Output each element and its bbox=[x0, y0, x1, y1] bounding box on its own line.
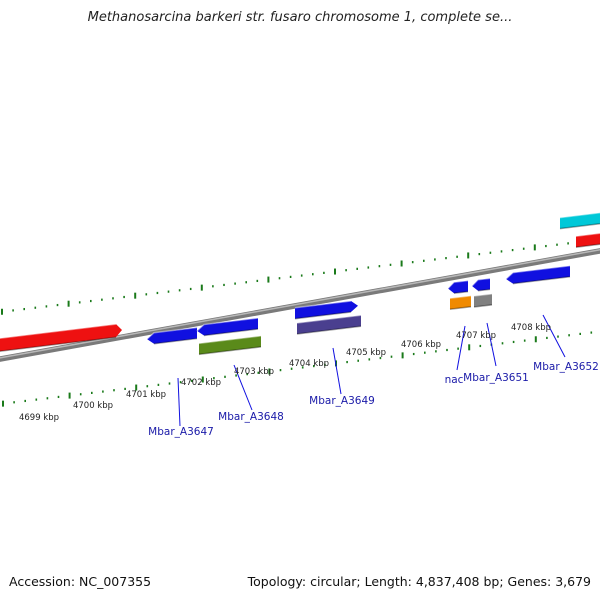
misc-feature-A3648[interactable] bbox=[198, 335, 262, 356]
repeat-feature-A3649[interactable] bbox=[296, 314, 362, 335]
accession-text: Accession: NC_007355 bbox=[9, 574, 152, 589]
kbp-label: 4707 kbp bbox=[456, 331, 496, 341]
gene-label-Mbar_A3651[interactable]: Mbar_A3651 bbox=[463, 322, 529, 384]
kbp-labels: 4699 kbp 4700 kbp 4701 kbp 4702 kbp 4703 kbp… bbox=[19, 323, 551, 423]
topology-summary: Topology: circular; Length: 4,837,408 bp… bbox=[247, 574, 591, 589]
gene-label-Mbar_A3647[interactable]: Mbar_A3647 bbox=[148, 377, 214, 438]
gene-Mbar_A3652[interactable] bbox=[505, 265, 571, 285]
feature-track[interactable] bbox=[0, 212, 600, 356]
gene-label-text: Mbar_A3651 bbox=[463, 372, 529, 384]
gene-Mbar_A3648[interactable] bbox=[196, 317, 259, 337]
backbone-line bbox=[0, 248, 600, 362]
kbp-label: 4700 kbp bbox=[73, 401, 113, 411]
gene-Mbar_A3651[interactable] bbox=[471, 277, 491, 292]
gene-label-text: Mbar_A3647 bbox=[148, 426, 214, 438]
gene-label-Mbar_A3649[interactable]: Mbar_A3649 bbox=[309, 347, 375, 407]
kbp-label: 4708 kbp bbox=[511, 323, 551, 333]
kbp-label: 4703 kbp bbox=[234, 367, 274, 377]
kbp-label: 4701 kbp bbox=[126, 390, 166, 400]
feature-gray[interactable] bbox=[473, 293, 493, 308]
trna-feature-right[interactable] bbox=[559, 212, 600, 230]
gene-label-text: Mbar_A3648 bbox=[218, 411, 284, 423]
kbp-label: 4699 kbp bbox=[19, 413, 59, 423]
kbp-label: 4704 kbp bbox=[289, 359, 329, 369]
chromosome-backbone bbox=[0, 248, 600, 362]
upper-tick-track bbox=[1, 239, 592, 315]
kbp-label: 4702 kbp bbox=[181, 378, 221, 388]
gene-label-Mbar_A3652[interactable]: Mbar_A3652 bbox=[533, 314, 599, 373]
kbp-label: 4706 kbp bbox=[401, 340, 441, 350]
gene-label-text: nac bbox=[445, 374, 464, 386]
gene-label-text: Mbar_A3649 bbox=[309, 395, 375, 407]
map-title: Methanosarcina barkeri str. fusaro chrom… bbox=[87, 10, 513, 25]
gene-Mbar_A3647[interactable] bbox=[146, 326, 198, 345]
gene-label-Mbar_A3648[interactable]: Mbar_A3648 bbox=[218, 364, 284, 423]
lower-tick-track bbox=[2, 331, 593, 407]
feature-orange[interactable] bbox=[449, 295, 472, 311]
rrna-feature-left[interactable] bbox=[0, 323, 122, 352]
gene-label-nac[interactable]: nac bbox=[445, 325, 466, 386]
backbone-highlight bbox=[0, 248, 600, 359]
kbp-label: 4705 kbp bbox=[346, 348, 386, 358]
gene-Mbar_A3649[interactable] bbox=[294, 300, 358, 320]
gene-label-text: Mbar_A3652 bbox=[533, 361, 599, 373]
rrna-feature-right[interactable] bbox=[575, 232, 600, 248]
gene-nac[interactable] bbox=[447, 279, 469, 295]
